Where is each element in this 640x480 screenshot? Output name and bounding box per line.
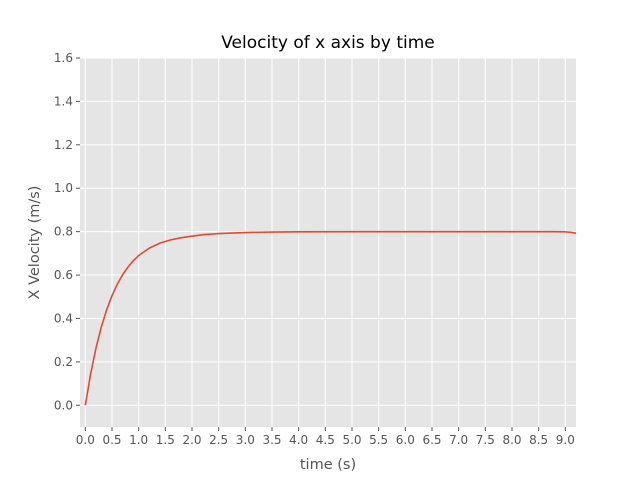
x-tick-label: 8.0 bbox=[502, 433, 521, 447]
x-tick-label: 0.0 bbox=[76, 433, 95, 447]
x-axis: 0.0 0.5 1.0 1.5 2.0 2.5 3.0 3.5 4.0 4.5 5.0 5.5 6.0 6… bbox=[76, 427, 575, 447]
x-tick-label: 7.5 bbox=[476, 433, 495, 447]
y-tick-label: 0.2 bbox=[54, 355, 73, 369]
y-tick-label: 0.6 bbox=[54, 268, 73, 282]
grid bbox=[80, 57, 576, 427]
y-tick-label: 1.6 bbox=[54, 51, 73, 65]
x-tick-label: 2.0 bbox=[182, 433, 201, 447]
y-tick-label: 0.8 bbox=[54, 225, 73, 239]
y-tick-label: 1.0 bbox=[54, 181, 73, 195]
plot-area bbox=[80, 58, 576, 427]
y-axis: 0.0 0.2 0.4 0.6 0.8 1.0 1.2 1.4 1.6 bbox=[54, 51, 80, 412]
x-tick-label: 6.5 bbox=[422, 433, 441, 447]
x-tick-label: 3.5 bbox=[262, 433, 281, 447]
x-tick-label: 0.5 bbox=[102, 433, 121, 447]
x-tick-label: 8.5 bbox=[529, 433, 548, 447]
x-tick-label: 4.0 bbox=[289, 433, 308, 447]
y-tick-label: 0.4 bbox=[54, 311, 73, 325]
x-tick-label: 5.0 bbox=[342, 433, 361, 447]
x-tick-label: 7.0 bbox=[449, 433, 468, 447]
series-line bbox=[84, 230, 577, 406]
x-tick-label: 3.0 bbox=[236, 433, 255, 447]
x-tick-label: 4.5 bbox=[316, 433, 335, 447]
y-axis-label: X Velocity (m/s) bbox=[27, 186, 43, 300]
x-tick-label: 5.5 bbox=[369, 433, 388, 447]
chart-title: Velocity of x axis by time bbox=[221, 33, 434, 53]
y-tick-label: 1.2 bbox=[54, 138, 73, 152]
x-tick-label: 9.0 bbox=[556, 433, 575, 447]
x-tick-label: 1.0 bbox=[129, 433, 148, 447]
y-tick-label: 0.0 bbox=[54, 398, 73, 412]
x-tick-label: 2.5 bbox=[209, 433, 228, 447]
x-tick-label: 1.5 bbox=[156, 433, 175, 447]
x-axis-label: time (s) bbox=[300, 457, 356, 473]
x-tick-label: 6.0 bbox=[396, 433, 415, 447]
y-tick-label: 1.4 bbox=[54, 94, 73, 108]
series-layer bbox=[84, 230, 577, 406]
